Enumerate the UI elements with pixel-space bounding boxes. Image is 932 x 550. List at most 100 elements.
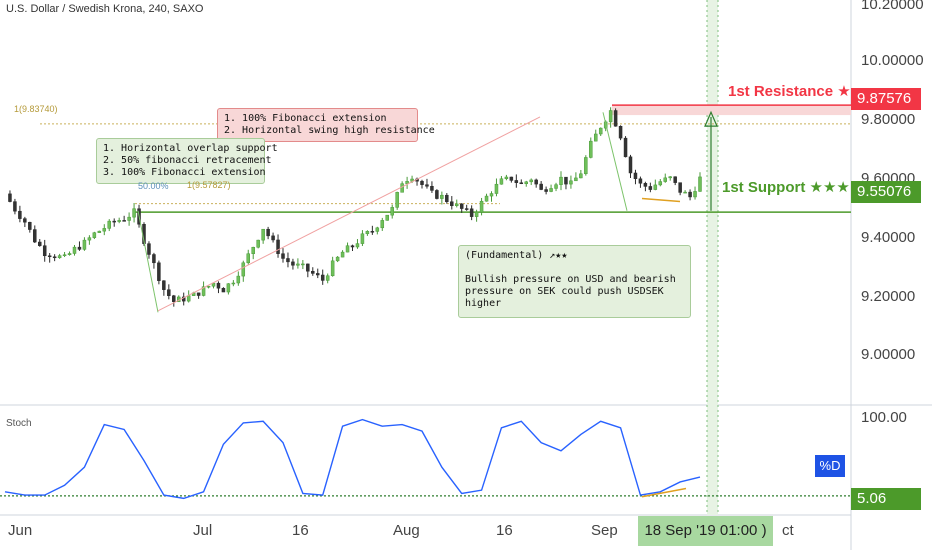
candle-body [301,263,305,266]
candle-body [57,255,62,259]
candle-body [395,192,399,208]
candle-body [405,181,409,184]
candle-body [236,275,241,284]
candle-body [276,239,280,254]
support-label: 1st Support ★★★ [722,179,850,196]
candle-body [211,282,216,287]
candle-body [688,191,692,198]
candle-body [584,157,588,175]
candle-body [623,137,628,158]
candle-body [296,263,300,266]
price-tick: 9.80000 [861,111,916,128]
candle-body [618,125,623,139]
swing-down-arrow [137,210,159,313]
candle-body [400,183,404,193]
candle-body [28,221,32,230]
stoch-d-line [4,418,701,500]
candle-body [375,227,380,232]
candle-body [549,188,553,192]
candle-body [241,262,246,277]
candle-body [420,180,424,185]
crosshair-date: 18 Sep '19 01:00 ) [638,516,773,546]
candle-body [360,233,365,244]
candle-body [271,235,275,241]
time-label: Jun [8,522,33,539]
candle-body [316,273,320,276]
candle-body [8,193,12,202]
candle-body [226,283,231,293]
candle-body [335,256,340,262]
candle-body [554,184,558,189]
fib-extension-line [157,116,541,312]
candle-body [653,184,658,190]
candle-body [459,203,464,209]
candle-body [628,156,633,174]
candle-body [668,176,672,179]
candle-body [455,203,459,206]
resistance-label: 1st Resistance ★ [728,83,851,100]
stoch-value-tag: 5.06 [851,488,921,510]
stoch-d-tag: %D [815,455,845,477]
time-label: 16 [292,522,309,539]
candle-body [42,245,47,257]
candle-body [291,261,295,266]
time-label: Jul [193,522,213,539]
candle-body [370,231,375,233]
candle-body [127,216,131,221]
candle-body [484,195,489,202]
candle-body [311,270,315,274]
candle-body [251,246,255,254]
resistance-annotation: 1. 100% Fibonacci extension 2. Horizonta… [217,108,435,142]
candle-body [524,181,528,184]
candle-body [673,176,677,183]
candle-body [435,190,439,199]
candle-body [157,262,161,281]
fundamental-annotation: (Fundamental) ↗★★ Bullish pressure on US… [458,245,691,318]
price-tick: 9.40000 [861,229,916,246]
candle-body [122,220,126,222]
candle-body [330,260,335,277]
projection-band [707,0,718,405]
candle-body [589,140,593,158]
candle-body [345,245,350,253]
candle-body [221,287,226,293]
price-tick: 10.20000 [861,0,924,13]
candle-body [385,214,389,221]
candle-body [514,180,519,183]
candle-body [539,183,543,190]
candle-body [266,228,270,237]
candle-body [23,218,27,223]
candle-body [231,282,236,285]
candle-body [107,220,111,229]
candle-body [286,258,290,263]
candle-body [648,186,653,190]
candle-body [162,280,166,290]
price-candles [8,107,702,307]
candle-body [365,231,370,235]
candle-body [574,177,578,182]
candle-body [504,176,509,179]
price-tick: 9.00000 [861,346,916,363]
candle-body [608,110,613,123]
candle-body [117,220,121,222]
stoch-divergence-line [641,487,687,498]
candle-body [87,237,92,241]
candle-body [489,193,494,197]
candle-body [643,183,648,187]
candle-body [340,251,345,258]
target-arrowhead [704,110,718,127]
candle-body [693,191,697,198]
candle-body [544,189,548,192]
candle-body [494,183,499,194]
candle-body [509,176,514,181]
support-annotation: 1. Horizontal overlap support 2. 50% fib… [96,138,278,184]
candle-body [445,194,449,202]
candle-body [633,172,638,180]
time-label: Sep [591,522,618,539]
swing-down-arrow [602,112,628,211]
candle-body [598,127,603,135]
candle-body [440,194,444,199]
candle-body [474,211,479,217]
candle-body [638,178,643,184]
